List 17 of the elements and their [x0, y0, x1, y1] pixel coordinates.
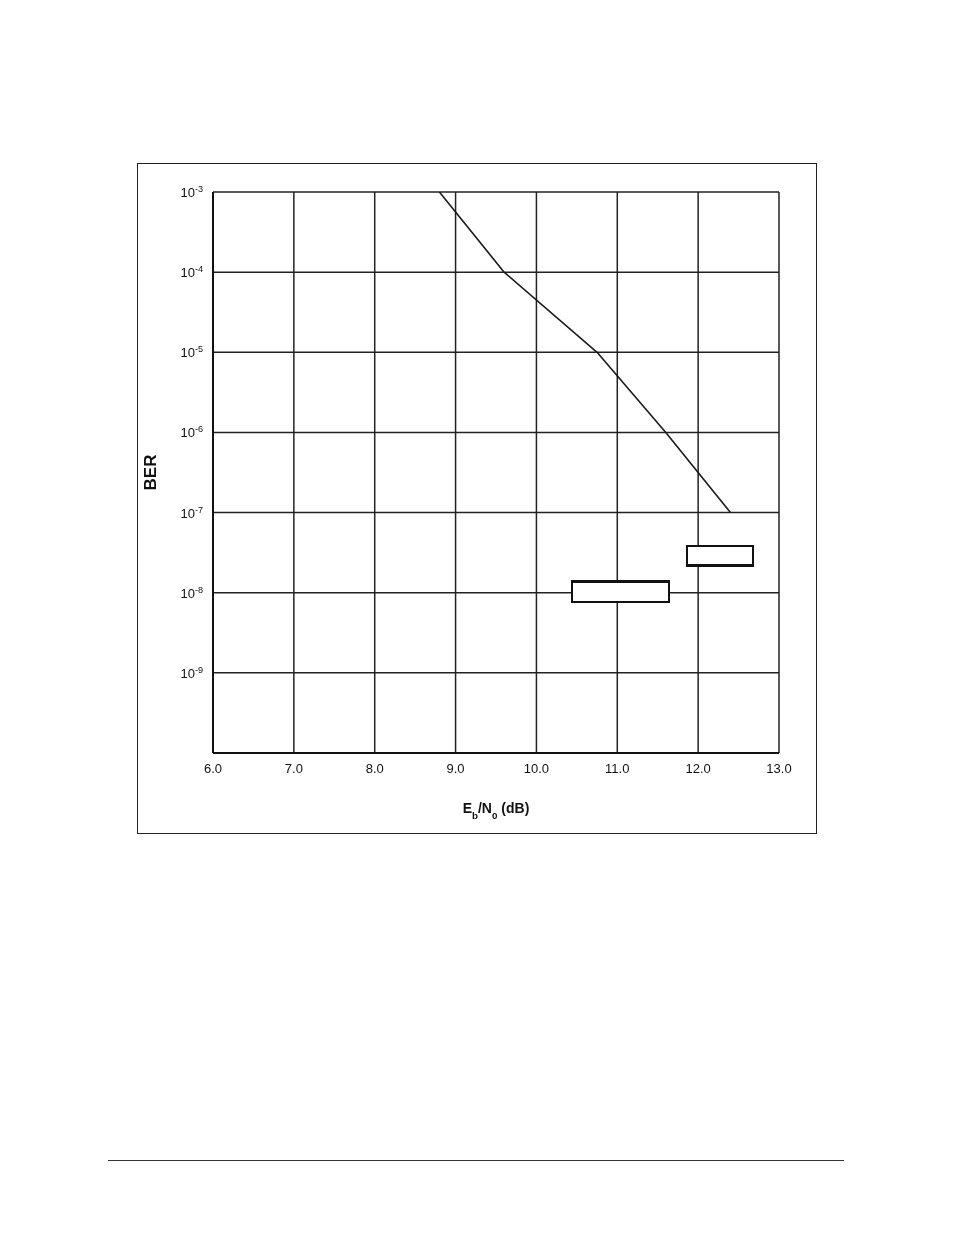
y-tick-label: 10$^{-9}$ — [180, 664, 203, 681]
x-tick-label: 12.0 — [685, 761, 711, 776]
y-tick-label: 10$^{-6}$ — [180, 424, 203, 441]
y-tick-label: 10$^{-5}$ — [180, 344, 203, 361]
x-tick-label: 9.0 — [446, 761, 465, 776]
y-tick-label: 10$^{-7}$ — [180, 504, 203, 521]
x-tick-label: 6.0 — [203, 761, 223, 776]
x-tick-label: 11.0 — [605, 761, 630, 776]
x-axis-title: E$_{b}$/N$_{0}$ (dB) — [462, 800, 530, 821]
x-tick-label: 13.0 — [766, 761, 792, 776]
x-tick-label: 8.0 — [365, 761, 384, 776]
x-tick-label: 7.0 — [284, 761, 303, 776]
x-tick-label: 10.0 — [523, 761, 550, 776]
y-tick-label: 10$^{-4}$ — [180, 264, 203, 281]
y-tick-label: 10$^{-8}$ — [180, 584, 203, 601]
y-axis-title: BER — [141, 454, 160, 491]
y-tick-label: 10$^{-3}$ — [180, 184, 203, 200]
